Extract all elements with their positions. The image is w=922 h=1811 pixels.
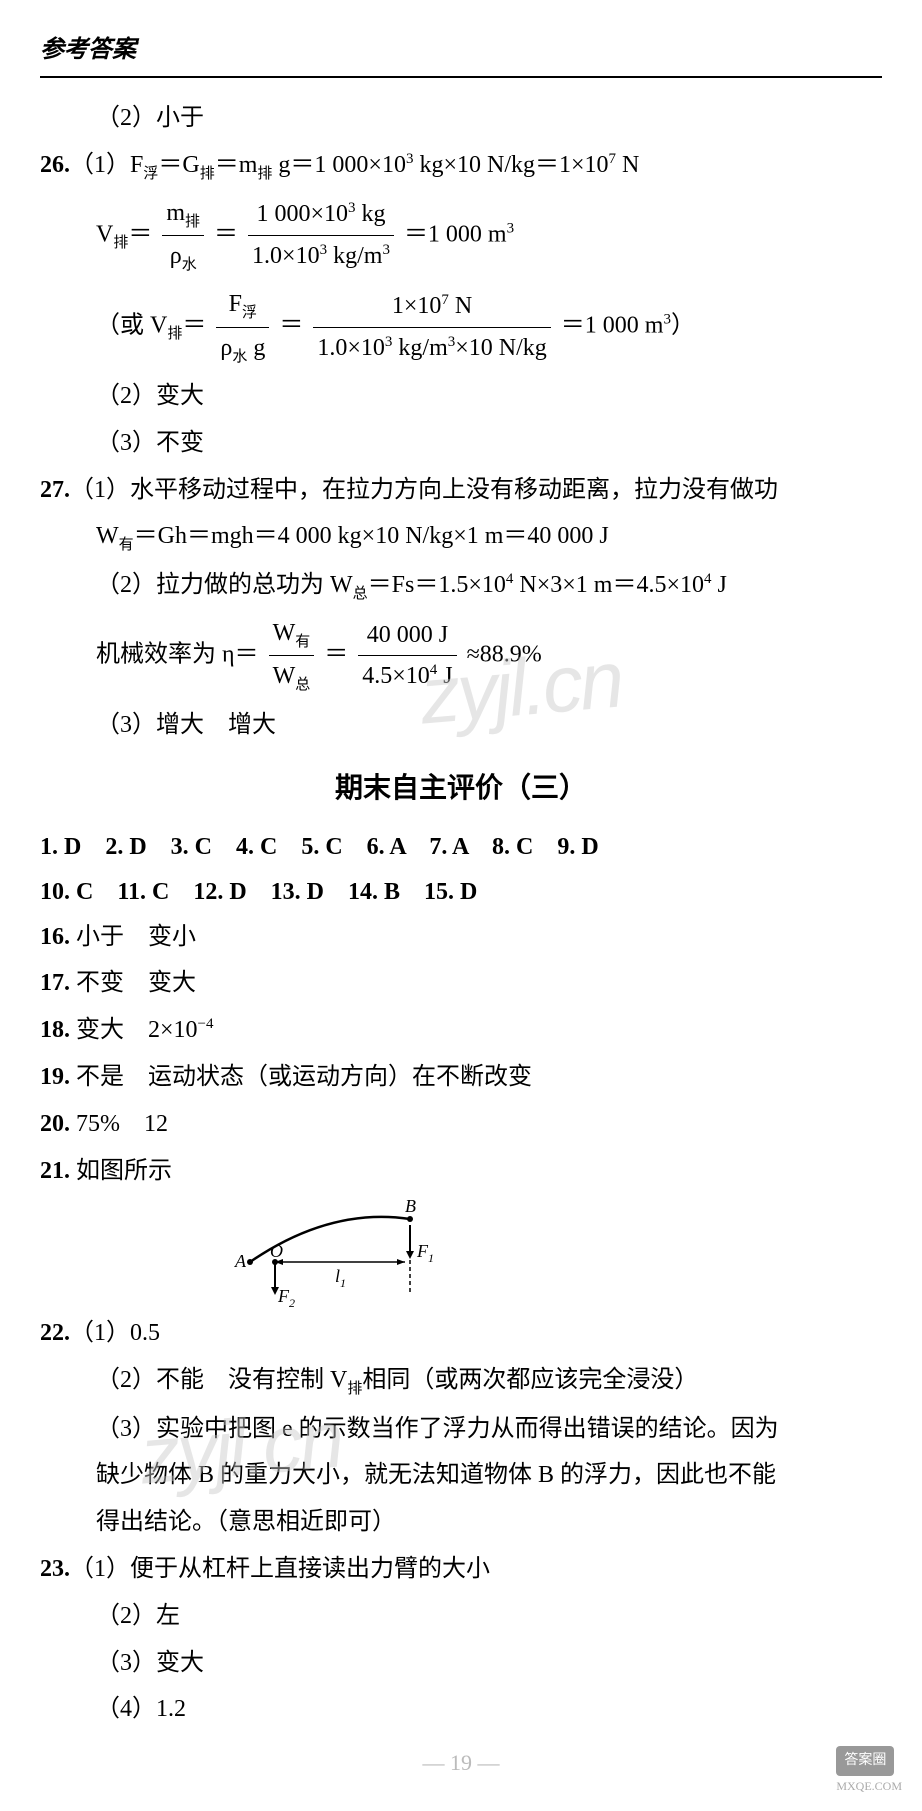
q27-frac6: 40 000 J 4.5×104 J [358,615,456,698]
page-number: — 19 — [40,1744,882,1781]
q18: 18. 变大 2×10−4 [40,1010,882,1051]
q26-p3: （3）不变 [40,423,882,464]
q26-line1: 26.（1）F浮＝G排＝m排 g＝1 000×103 kg×10 N/kg＝1×… [40,145,882,187]
badge-label: 答案圈 [836,1746,894,1776]
q26-p2: （2）变大 [40,376,882,417]
q17: 17. 不变 变大 [40,963,882,1004]
q27-p1: 27.（1）水平移动过程中，在拉力方向上没有移动距离，拉力没有做功 [40,470,882,511]
q26-line3: （或 V排＝ F浮 ρ水 g ＝ 1×107 N 1.0×103 kg/m3×1… [40,284,882,370]
q27-p2b: 机械效率为 η＝ W有 W总 ＝ 40 000 J 4.5×104 J ≈88.… [40,613,882,699]
q22-p3c: 得出结论。（意思相近即可） [40,1502,882,1543]
q19: 19. 不是 运动状态（或运动方向）在不断改变 [40,1057,882,1098]
q23-p3: （3）变大 [40,1643,882,1684]
diagram-label-b: B [405,1197,416,1216]
mc-line2: 10. C 11. C 12. D 13. D 14. B 15. D [40,872,882,913]
q27-frac5: W有 W总 [269,613,315,699]
q22-p3a: （3）实验中把图 e 的示数当作了浮力从而得出错误的结论。因为 [40,1409,882,1450]
q26-frac4: 1×107 N 1.0×103 kg/m3×10 N/kg [313,286,550,369]
q23-p1: 23.（1）便于从杠杆上直接读出力臂的大小 [40,1549,882,1590]
q16: 16. 小于 变小 [40,917,882,958]
q27-num: 27. [40,477,70,503]
q26-frac3: F浮 ρ水 g [216,284,269,370]
lever-diagram: A B O F1 F2 l1 [220,1197,460,1307]
q22-p1: 22.（1）0.5 [40,1313,882,1354]
header-divider [40,76,882,78]
q23-p2: （2）左 [40,1596,882,1637]
diagram-label-a: A [234,1251,247,1271]
q26-num: 26. [40,152,70,178]
diagram-label-o: O [270,1241,283,1261]
q27-p2: （2）拉力做的总功为 W总＝Fs＝1.5×104 N×3×1 m＝4.5×104… [40,565,882,607]
q26-line2: V排＝ m排 ρ水 ＝ 1 000×103 kg 1.0×103 kg/m3 ＝… [40,193,882,279]
badge-url: MXQE.COM [836,1779,902,1793]
q23-p4: （4）1.2 [40,1689,882,1730]
diagram-label-f1: F1 [416,1241,434,1265]
header-title: 参考答案 [40,30,882,71]
q26-frac2: 1 000×103 kg 1.0×103 kg/m3 [248,194,394,277]
q20: 20. 75% 12 [40,1104,882,1145]
q22-p3b: 缺少物体 B 的重力大小，就无法知道物体 B 的浮力，因此也不能 [40,1455,882,1496]
mc-line1: 1. D 2. D 3. C 4. C 5. C 6. A 7. A 8. C … [40,827,882,868]
q21: 21. 如图所示 [40,1151,882,1192]
q25-p2: （2）小于 [40,98,882,139]
q27-p3: （3）增大 增大 [40,705,882,746]
q27-p1-eq: W有＝Gh＝mgh＝4 000 kg×10 N/kg×1 m＝40 000 J [40,516,882,558]
diagram-label-l1: l1 [335,1266,346,1290]
section-title: 期末自主评价（三） [40,765,882,813]
diagram-label-f2: F2 [277,1286,295,1307]
q22-p2: （2）不能 没有控制 V排相同（或两次都应该完全浸没） [40,1360,882,1402]
footer-badge: 答案圈 MXQE.COM [836,1746,902,1796]
q26-frac1: m排 ρ水 [162,193,204,279]
